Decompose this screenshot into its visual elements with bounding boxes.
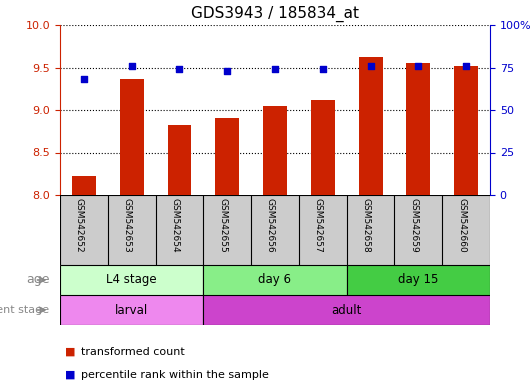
Text: larval: larval [115,303,148,316]
Bar [359,57,383,195]
Point [271,66,279,72]
Bar [215,119,239,195]
Bar [347,265,490,295]
Text: GSM542655: GSM542655 [218,199,227,253]
Text: GSM542657: GSM542657 [314,199,323,253]
Bar [204,265,347,295]
Text: L4 stage: L4 stage [107,273,157,286]
Text: percentile rank within the sample: percentile rank within the sample [81,370,269,380]
Point [175,66,184,72]
Bar [167,125,191,195]
Text: development stage: development stage [0,305,49,315]
Point [366,63,375,69]
Bar [108,195,156,265]
Bar [72,176,96,195]
Bar [394,195,442,265]
Text: day 15: day 15 [398,273,438,286]
Point [319,66,327,72]
Bar [407,63,430,195]
Text: GSM542656: GSM542656 [266,199,275,253]
Bar [60,295,204,325]
Bar [60,265,204,295]
Bar [204,295,490,325]
Bar [454,66,478,195]
Text: GSM542653: GSM542653 [122,199,131,253]
Title: GDS3943 / 185834_at: GDS3943 / 185834_at [191,6,359,22]
Point [462,63,470,69]
Bar [263,106,287,195]
Point [127,63,136,69]
Text: GSM542654: GSM542654 [171,199,180,253]
Text: age: age [26,273,49,286]
Text: day 6: day 6 [259,273,292,286]
Bar [251,195,299,265]
Text: ■: ■ [65,347,76,357]
Bar [60,195,108,265]
Bar [156,195,204,265]
Bar [204,195,251,265]
Bar [347,195,394,265]
Text: transformed count: transformed count [81,347,185,357]
Bar [120,79,144,195]
Bar [442,195,490,265]
Point [223,68,232,74]
Bar [311,100,335,195]
Text: GSM542652: GSM542652 [75,199,84,253]
Point [80,76,88,83]
Text: GSM542659: GSM542659 [409,199,418,253]
Text: adult: adult [331,303,362,316]
Text: GSM542660: GSM542660 [457,199,466,253]
Bar [299,195,347,265]
Text: ■: ■ [65,370,76,380]
Text: GSM542658: GSM542658 [361,199,370,253]
Point [414,63,422,69]
